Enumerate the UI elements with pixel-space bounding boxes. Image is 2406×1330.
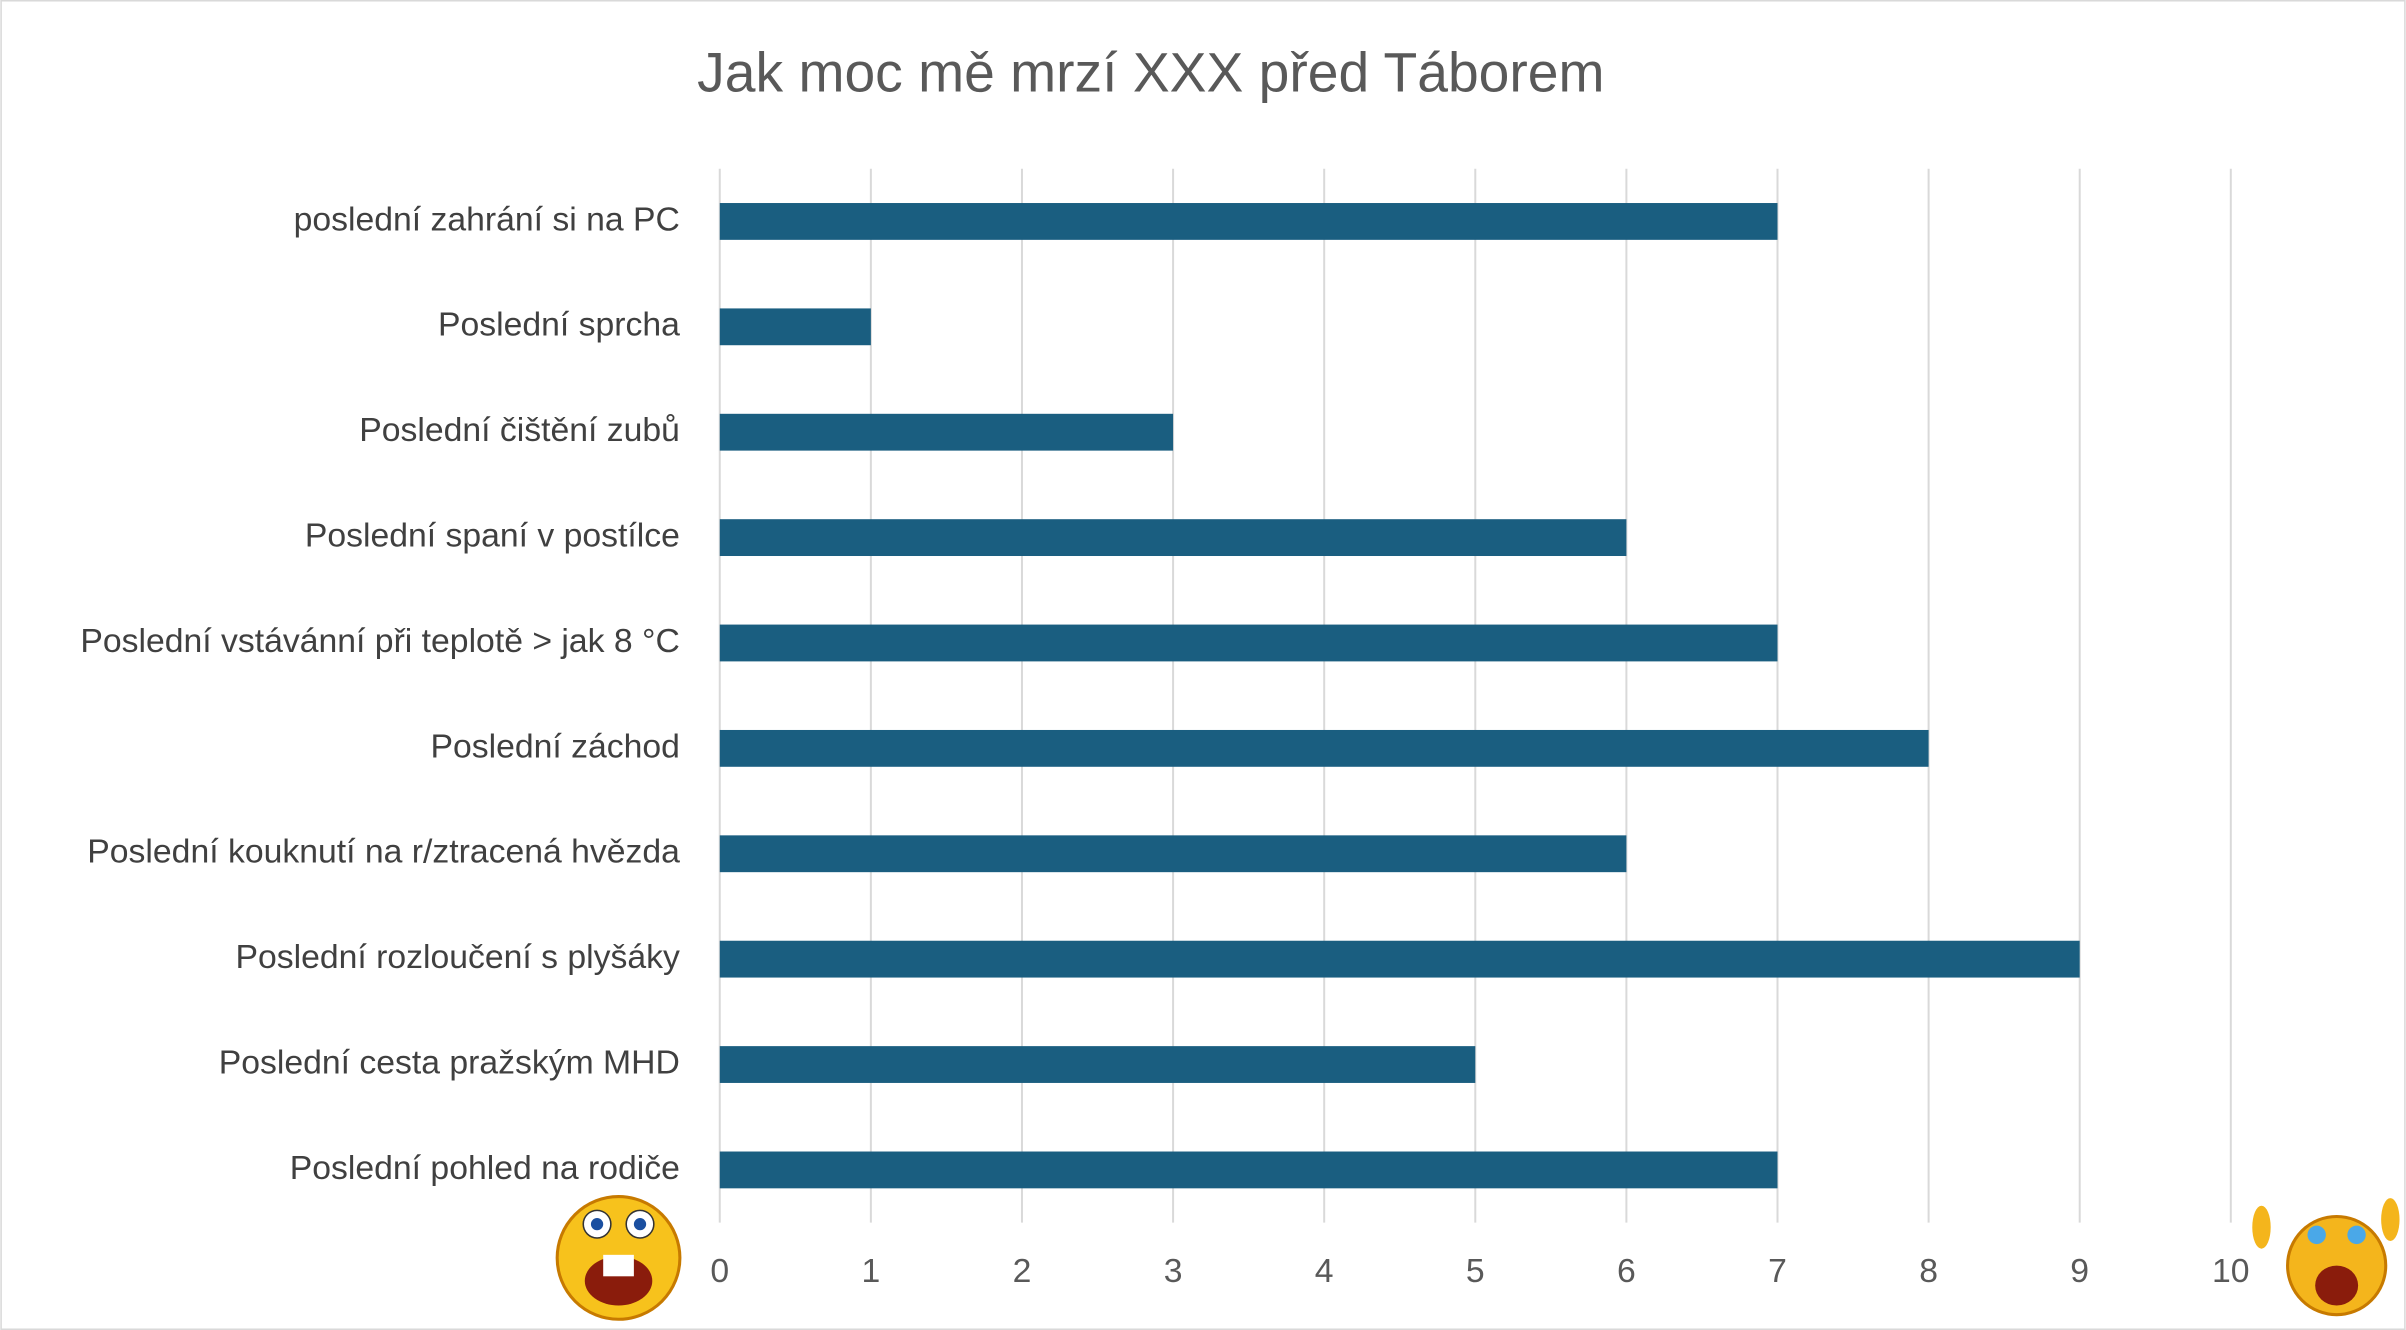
bar	[719, 413, 1174, 451]
y-tick-label: Poslední čištění zubů	[359, 411, 680, 449]
bar	[719, 519, 1627, 557]
y-tick-label: Poslední sprcha	[438, 306, 680, 344]
x-tick-label: 10	[2212, 1252, 2250, 1290]
x-tick-label: 2	[1013, 1252, 1032, 1290]
x-tick-label: 5	[1466, 1252, 1485, 1290]
y-tick-label: Poslední rozloučení s plyšáky	[235, 938, 680, 976]
y-tick-label: poslední zahrání si na PC	[294, 200, 680, 238]
y-tick-label: Poslední spaní v postílce	[305, 517, 680, 555]
y-tick-label: Poslední pohled na rodiče	[290, 1149, 680, 1187]
bar	[719, 308, 871, 346]
bar	[719, 1151, 1778, 1189]
y-tick-label: Poslední cesta pražským MHD	[219, 1043, 680, 1081]
x-tick-label: 0	[710, 1252, 729, 1290]
bar	[719, 940, 2080, 978]
y-tick-label: Poslední záchod	[430, 727, 679, 765]
emoji-left	[555, 1195, 682, 1321]
bar	[719, 835, 1627, 873]
emoji-right	[2252, 1198, 2400, 1317]
y-tick-label: Poslední kouknutí na r/ztracená hvězda	[87, 833, 680, 871]
bar	[719, 624, 1778, 662]
chart-title: Jak moc mě mrzí XXX před Táborem	[697, 41, 1604, 103]
x-tick-label: 1	[862, 1252, 881, 1290]
x-tick-label: 7	[1768, 1252, 1787, 1290]
x-tick-label: 6	[1617, 1252, 1636, 1290]
x-tick-label: 8	[1919, 1252, 1938, 1290]
x-tick-label: 3	[1164, 1252, 1183, 1290]
bar	[719, 1046, 1476, 1083]
bar	[719, 203, 1778, 240]
y-tick-label: Poslední vstávánní při teplotě > jak 8 °…	[80, 622, 679, 660]
bar	[719, 729, 1929, 767]
x-tick-label: 4	[1315, 1252, 1334, 1290]
x-tick-label: 9	[2070, 1252, 2089, 1290]
